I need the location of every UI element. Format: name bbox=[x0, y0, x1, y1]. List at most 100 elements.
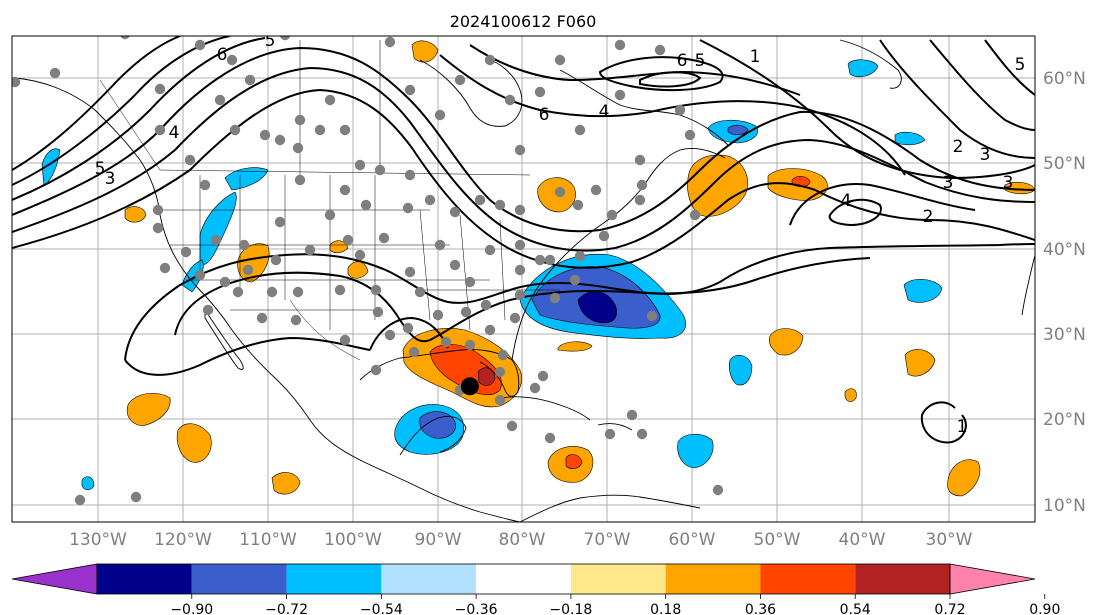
contour-10 bbox=[598, 56, 724, 92]
contour-11 bbox=[639, 71, 702, 88]
station-dot bbox=[554, 54, 566, 66]
contour-low-1 bbox=[920, 401, 967, 444]
station-dot bbox=[484, 244, 496, 256]
colorbar-segment bbox=[570, 564, 666, 594]
station-dot bbox=[494, 394, 506, 406]
station-dot bbox=[404, 169, 416, 181]
station-dot bbox=[484, 54, 496, 66]
station-dot bbox=[214, 94, 226, 106]
coastline-yucatan bbox=[399, 416, 467, 456]
anomaly-eatl-blue-1 bbox=[903, 279, 943, 303]
lon-label: 120°W bbox=[154, 530, 212, 550]
station-dot bbox=[74, 494, 86, 506]
station-dot bbox=[414, 286, 426, 298]
station-dot bbox=[598, 230, 610, 242]
coastlines bbox=[14, 39, 1035, 522]
station-dot bbox=[494, 366, 506, 378]
colorbar-segment bbox=[476, 564, 571, 594]
colorbar-extend-high bbox=[949, 563, 1036, 595]
colorbar-tick-label: 0.72 bbox=[934, 602, 965, 615]
station-dot bbox=[506, 420, 518, 432]
contour-label: 5 bbox=[265, 31, 276, 51]
contour-label: 3 bbox=[943, 173, 954, 193]
lon-label: 30°W bbox=[926, 530, 973, 550]
colorbar-segment bbox=[665, 564, 761, 594]
anomaly-pacific-orange-4 bbox=[271, 472, 301, 495]
anomaly-eatl-orange-4 bbox=[844, 388, 857, 402]
colorbar-segment bbox=[286, 564, 382, 594]
station-dot bbox=[626, 409, 638, 421]
lon-label: 80°W bbox=[499, 530, 546, 550]
station-dot bbox=[484, 324, 496, 336]
gridlines bbox=[12, 36, 1035, 522]
colorbar-tick-label: −0.72 bbox=[265, 602, 308, 615]
coastline-south-america bbox=[519, 494, 701, 522]
anomaly-eatl-blue-2 bbox=[728, 354, 753, 386]
longitude-labels: 130°W 120°W 110°W 100°W 90°W 80°W 70°W 60°W 50°W… bbox=[69, 530, 973, 550]
anomaly-pacific-orange-3 bbox=[176, 423, 212, 463]
coastline-africa bbox=[1021, 254, 1035, 316]
contour-20 bbox=[12, 36, 181, 171]
contour-label: 6 bbox=[217, 45, 228, 65]
contour-12 bbox=[699, 39, 1035, 180]
contour-18 bbox=[12, 37, 266, 201]
station-dot bbox=[219, 276, 231, 288]
station-dot bbox=[408, 346, 420, 358]
station-dot bbox=[494, 199, 506, 211]
shaded-anomalies bbox=[41, 40, 1035, 497]
anomaly-texas-orange bbox=[347, 261, 369, 279]
anomaly-hudson-orange bbox=[411, 40, 439, 63]
station-dot bbox=[229, 124, 241, 136]
map-frame bbox=[11, 35, 1036, 523]
station-dot bbox=[339, 124, 351, 136]
colorbar-frame bbox=[96, 563, 951, 595]
contour-label: 4 bbox=[841, 191, 852, 211]
anomaly-newfoundland-orange bbox=[687, 154, 748, 217]
contour-15 bbox=[984, 39, 1035, 96]
anomaly-caribbean-red bbox=[565, 454, 583, 469]
station-dot bbox=[354, 249, 366, 261]
station-dot bbox=[654, 44, 666, 56]
station-dot bbox=[180, 246, 192, 258]
contour-6 bbox=[369, 316, 449, 351]
station-dot bbox=[544, 254, 556, 266]
station-dot bbox=[440, 336, 452, 348]
contour-4 bbox=[124, 243, 1035, 361]
station-dot bbox=[360, 199, 372, 211]
station-dot bbox=[294, 114, 306, 126]
contour-9 bbox=[469, 44, 801, 96]
station-dot bbox=[270, 254, 282, 266]
colorbar-segment bbox=[191, 564, 287, 594]
station-dot bbox=[370, 284, 382, 296]
anomaly-caribbean-blue bbox=[677, 433, 714, 469]
station-dot bbox=[604, 428, 616, 440]
station-dot bbox=[294, 174, 306, 186]
station-dot bbox=[49, 67, 61, 79]
station-dot bbox=[712, 484, 724, 496]
colorbar-segment bbox=[855, 564, 950, 594]
contour-label: 5 bbox=[95, 159, 106, 179]
station-dot bbox=[279, 36, 291, 41]
lon-label: 50°W bbox=[754, 530, 801, 550]
contour-label: 4 bbox=[169, 123, 180, 143]
station-dot bbox=[432, 309, 444, 321]
station-dot bbox=[646, 310, 658, 322]
station-dot bbox=[606, 209, 618, 221]
contour-label: 6 bbox=[539, 105, 550, 125]
map-background bbox=[12, 36, 1035, 522]
station-dot bbox=[154, 83, 166, 95]
station-dot bbox=[304, 244, 316, 256]
lat-label: 10°N bbox=[1043, 496, 1086, 516]
colorbar-tick-labels: −0.90 −0.72 −0.54 −0.36 −0.18 0.18 0.36 0.54 0.7… bbox=[170, 594, 1060, 615]
station-dot bbox=[244, 74, 256, 86]
contour-label: 3 bbox=[980, 145, 991, 165]
station-dot bbox=[449, 206, 461, 218]
station-dot bbox=[226, 54, 238, 66]
station-dot bbox=[614, 89, 626, 101]
contour-13 bbox=[879, 39, 1035, 159]
lon-label: 100°W bbox=[324, 530, 382, 550]
station-dot bbox=[514, 289, 526, 301]
contour-16 bbox=[828, 198, 882, 227]
contour-label: 5 bbox=[1015, 55, 1026, 75]
